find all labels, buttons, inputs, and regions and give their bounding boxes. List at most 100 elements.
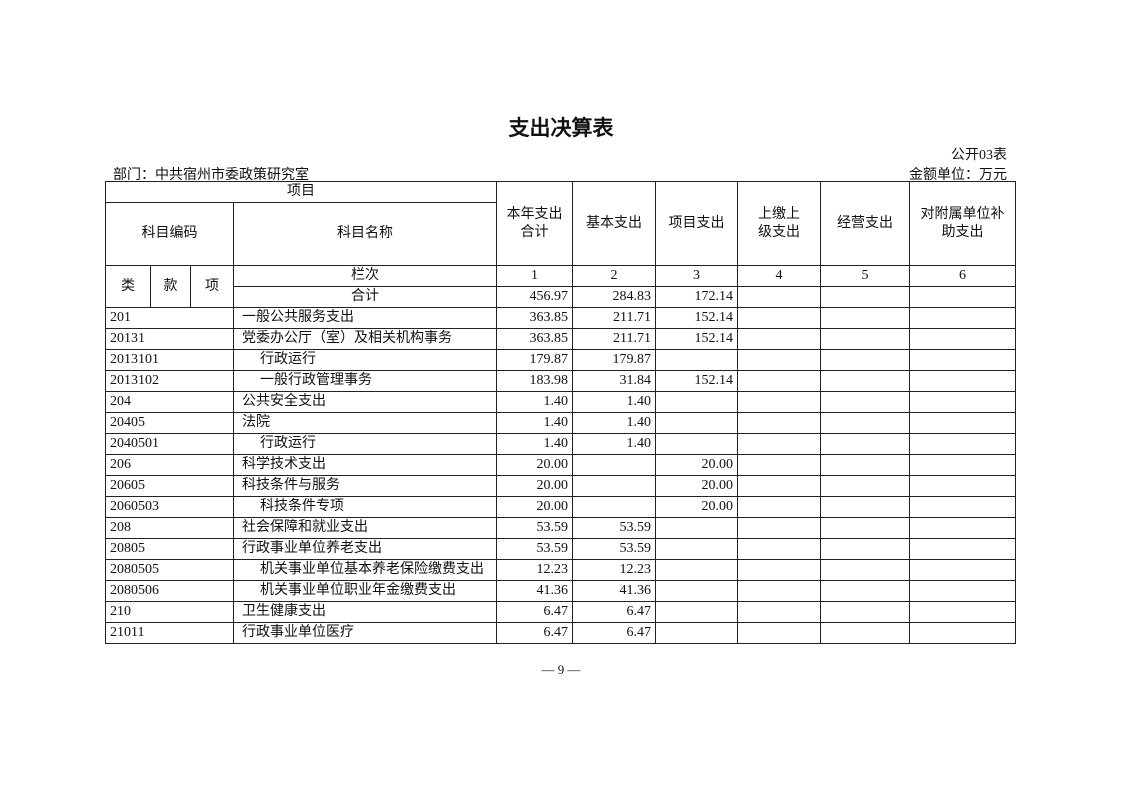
amount-cell: 1.40 [572, 433, 656, 455]
subject-code: 21011 [105, 622, 234, 644]
amount-cell [909, 412, 1016, 434]
amount-cell: 6.47 [572, 622, 656, 644]
amount-cell [909, 433, 1016, 455]
subject-code: 208 [105, 517, 234, 539]
expenditure-table: 项目 本年支出合计 基本支出 项目支出 上缴上级支出 经营支出 对附属单位补助支… [105, 181, 1016, 644]
amount-cell: 179.87 [572, 349, 656, 371]
amount-cell: 152.14 [655, 370, 738, 392]
header-col-4: 上缴上级支出 [737, 181, 821, 266]
amount-cell [655, 349, 738, 371]
amount-cell [572, 475, 656, 497]
subject-name: 科学技术支出 [233, 454, 497, 476]
total-value: 456.97 [496, 286, 573, 308]
amount-cell: 179.87 [496, 349, 573, 371]
table-row: 206 科学技术支出 20.00 20.00 [105, 454, 1016, 476]
table-row: 210 卫生健康支出 6.47 6.47 [105, 601, 1016, 623]
amount-cell [655, 433, 738, 455]
column-number: 1 [496, 265, 573, 287]
amount-cell [820, 433, 910, 455]
amount-cell: 20.00 [655, 475, 738, 497]
amount-cell [737, 454, 821, 476]
table-row: 20605 科技条件与服务 20.00 20.00 [105, 475, 1016, 497]
column-number: 2 [572, 265, 656, 287]
subject-code: 20405 [105, 412, 234, 434]
amount-cell [820, 328, 910, 350]
amount-cell: 53.59 [572, 517, 656, 539]
form-number: 公开03表 [951, 148, 1007, 163]
amount-cell [737, 538, 821, 560]
amount-cell: 183.98 [496, 370, 573, 392]
table-row: 2080505 机关事业单位基本养老保险缴费支出 12.23 12.23 [105, 559, 1016, 581]
subject-name: 机关事业单位职业年金缴费支出 [233, 580, 497, 602]
table-row: 2013102 一般行政管理事务 183.98 31.84 152.14 [105, 370, 1016, 392]
table-row: 2040501 行政运行 1.40 1.40 [105, 433, 1016, 455]
subject-code: 204 [105, 391, 234, 413]
amount-cell: 12.23 [496, 559, 573, 581]
amount-cell [820, 454, 910, 476]
header-col-2: 基本支出 [572, 181, 656, 266]
amount-cell: 1.40 [496, 433, 573, 455]
column-number: 4 [737, 265, 821, 287]
header-col-1: 本年支出合计 [496, 181, 573, 266]
unit-label: 金额单位：万元 [909, 168, 1007, 183]
amount-cell [909, 580, 1016, 602]
amount-cell [737, 349, 821, 371]
department-label: 部门：中共宿州市委政策研究室 [113, 168, 309, 183]
header-col-6: 对附属单位补助支出 [909, 181, 1016, 266]
subject-name: 党委办公厅（室）及相关机构事务 [233, 328, 497, 350]
amount-cell: 20.00 [496, 475, 573, 497]
amount-cell [909, 601, 1016, 623]
header-kuan: 款 [150, 265, 191, 308]
amount-cell [820, 496, 910, 518]
amount-cell [737, 559, 821, 581]
amount-cell [909, 538, 1016, 560]
subject-name: 科技条件与服务 [233, 475, 497, 497]
amount-cell: 6.47 [572, 601, 656, 623]
amount-cell [737, 391, 821, 413]
table-row: 208 社会保障和就业支出 53.59 53.59 [105, 517, 1016, 539]
amount-cell: 20.00 [655, 496, 738, 518]
amount-cell [737, 622, 821, 644]
header-lanci: 栏次 [233, 265, 497, 287]
subject-name: 社会保障和就业支出 [233, 517, 497, 539]
amount-cell [655, 559, 738, 581]
subject-code: 2080506 [105, 580, 234, 602]
amount-cell [820, 475, 910, 497]
total-label: 合计 [233, 286, 497, 308]
amount-cell: 1.40 [496, 412, 573, 434]
amount-cell [909, 517, 1016, 539]
subject-code: 20605 [105, 475, 234, 497]
amount-cell: 363.85 [496, 307, 573, 329]
subject-name: 机关事业单位基本养老保险缴费支出 [233, 559, 497, 581]
amount-cell [820, 580, 910, 602]
subject-code: 20131 [105, 328, 234, 350]
amount-cell [820, 307, 910, 329]
subject-code: 206 [105, 454, 234, 476]
amount-cell: 363.85 [496, 328, 573, 350]
amount-cell [909, 328, 1016, 350]
amount-cell [909, 496, 1016, 518]
amount-cell [820, 538, 910, 560]
table-row: 2013101 行政运行 179.87 179.87 [105, 349, 1016, 371]
amount-cell [909, 622, 1016, 644]
amount-cell: 12.23 [572, 559, 656, 581]
amount-cell [737, 496, 821, 518]
subject-name: 法院 [233, 412, 497, 434]
subject-name: 科技条件专项 [233, 496, 497, 518]
amount-cell: 152.14 [655, 328, 738, 350]
amount-cell [909, 475, 1016, 497]
amount-cell: 41.36 [572, 580, 656, 602]
table-row: 201 一般公共服务支出 363.85 211.71 152.14 [105, 307, 1016, 329]
amount-cell [820, 517, 910, 539]
amount-cell: 152.14 [655, 307, 738, 329]
amount-cell: 1.40 [572, 412, 656, 434]
amount-cell: 211.71 [572, 328, 656, 350]
amount-cell: 53.59 [496, 517, 573, 539]
subject-name: 卫生健康支出 [233, 601, 497, 623]
amount-cell [737, 580, 821, 602]
subject-name: 行政运行 [233, 349, 497, 371]
amount-cell [737, 370, 821, 392]
total-value [820, 286, 910, 308]
subject-name: 一般行政管理事务 [233, 370, 497, 392]
table-row: 20405 法院 1.40 1.40 [105, 412, 1016, 434]
